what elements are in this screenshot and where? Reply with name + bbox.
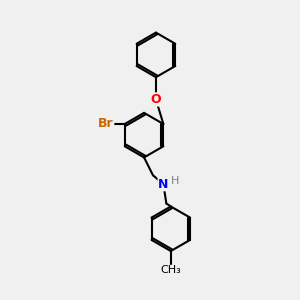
Text: H: H [170, 176, 179, 186]
Text: O: O [151, 93, 161, 106]
Text: N: N [158, 178, 169, 191]
Text: CH₃: CH₃ [160, 266, 181, 275]
Text: Br: Br [98, 118, 114, 130]
